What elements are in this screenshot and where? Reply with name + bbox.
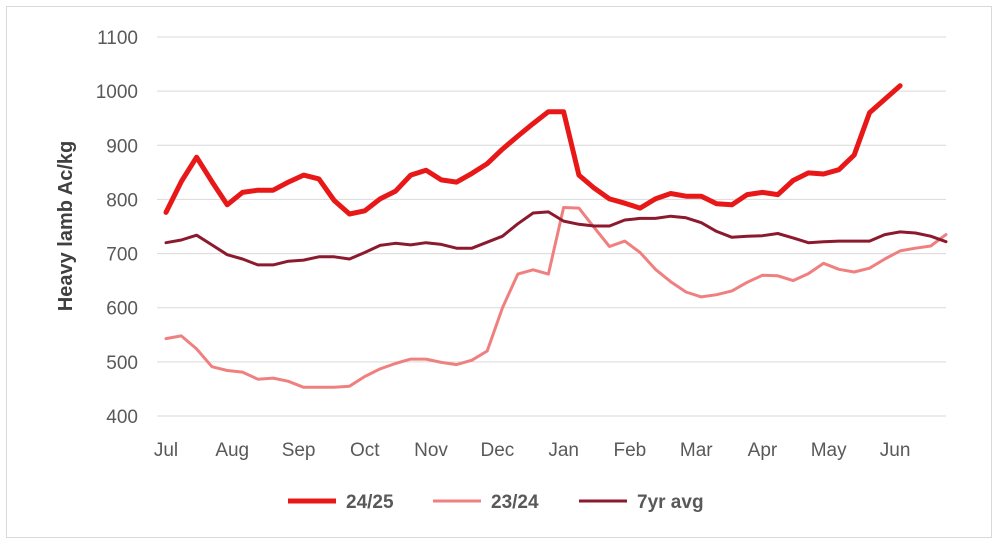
y-tick-label: 400 — [106, 407, 138, 428]
legend-label: 7yr avg — [637, 492, 704, 513]
y-tick-label: 900 — [106, 136, 138, 157]
legend-label: 23/24 — [491, 492, 539, 513]
series-line-24-25 — [163, 83, 903, 217]
x-tick-label: Aug — [215, 440, 249, 461]
x-tick-label: May — [811, 440, 847, 461]
x-tick-label: Jun — [880, 440, 911, 461]
x-tick-label: Oct — [350, 440, 380, 461]
y-tick-label: 500 — [106, 353, 138, 374]
x-tick-label: Jan — [548, 440, 579, 461]
y-tick-label: 800 — [106, 190, 138, 211]
x-tick-label: Mar — [680, 440, 713, 461]
series-line-23-24 — [164, 206, 948, 389]
y-tick-label: 600 — [106, 299, 138, 320]
x-tick-label: Sep — [282, 440, 316, 461]
legend-label: 24/25 — [346, 492, 394, 513]
y-tick-label: 1100 — [97, 28, 138, 49]
x-axis-ticks: Jul Aug Sep Oct Nov Dec Jan Feb Mar Apr May Jun — [154, 440, 911, 461]
series-line-7yr-avg — [164, 210, 948, 267]
y-tick-label: 1000 — [96, 82, 138, 103]
gridlines — [157, 36, 946, 417]
y-axis-ticks: 400 500 600 700 800 900 1000 1100 — [96, 28, 138, 428]
series-lines — [163, 83, 948, 389]
x-tick-label: Jul — [154, 440, 178, 461]
legend: 24/25 23/24 7yr avg — [288, 492, 704, 513]
x-tick-label: Apr — [748, 440, 778, 461]
x-tick-label: Dec — [481, 440, 515, 461]
y-tick-label: 700 — [106, 245, 138, 266]
chart-frame — [6, 6, 992, 538]
y-axis-label: Heavy lamb Ac/kg — [55, 141, 77, 311]
x-tick-label: Feb — [613, 440, 646, 461]
x-tick-label: Nov — [414, 440, 448, 461]
